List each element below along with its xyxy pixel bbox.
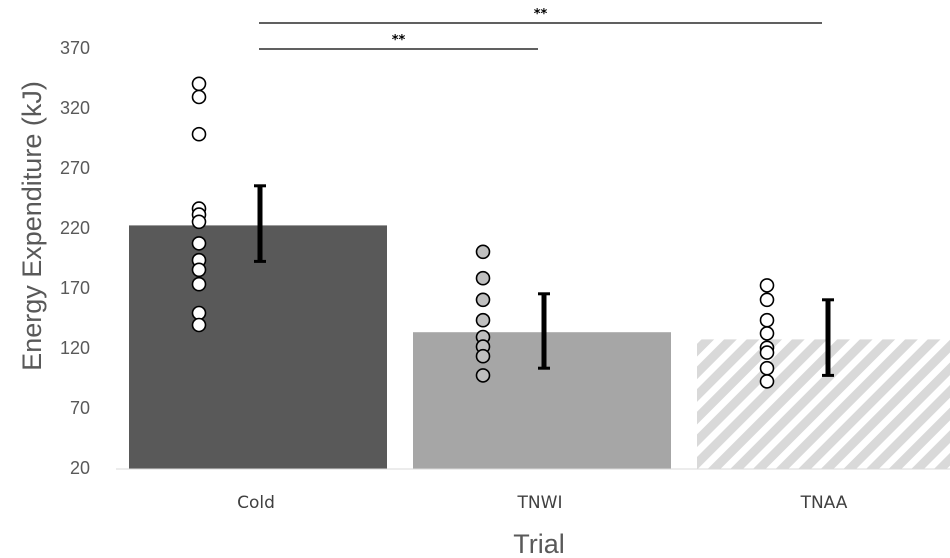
- y-tick-label: 270: [60, 158, 90, 178]
- data-point: [759, 292, 775, 308]
- data-point: [475, 368, 491, 383]
- data-point: [191, 276, 207, 292]
- x-axis-title: Trial: [513, 529, 565, 558]
- y-tick-label: 220: [60, 218, 90, 238]
- data-point: [191, 76, 207, 92]
- x-tick-label: TNWI: [517, 493, 563, 513]
- data-point: [191, 317, 207, 333]
- significance-label: **: [534, 7, 548, 22]
- error-bars-layer: [254, 184, 834, 377]
- y-tick-label: 320: [60, 98, 90, 118]
- data-point: [759, 345, 775, 360]
- data-point: [475, 292, 491, 308]
- data-point: [759, 326, 775, 341]
- data-point: [759, 374, 775, 389]
- data-point: [759, 360, 775, 376]
- data-point: [475, 312, 491, 328]
- x-tick-label: Cold: [237, 493, 275, 513]
- data-point: [191, 89, 207, 105]
- data-point: [191, 305, 207, 321]
- bar-cold: [129, 225, 387, 469]
- y-axis-title: Energy Expenditure (kJ): [17, 81, 47, 371]
- y-tick-label: 370: [60, 38, 90, 58]
- x-axis-ticks: Cold TNWI TNAA: [237, 493, 848, 513]
- bar-tnaa: [697, 339, 950, 469]
- data-point: [475, 244, 491, 260]
- significance-layer: ** **: [259, 7, 822, 50]
- y-tick-label: 70: [70, 398, 90, 418]
- data-point: [191, 214, 207, 230]
- y-tick-label: 170: [60, 278, 90, 298]
- data-point: [759, 278, 775, 293]
- data-point: [475, 348, 491, 364]
- data-point: [191, 236, 207, 251]
- data-point: [475, 270, 491, 286]
- y-axis-ticks: 20 70 120 170 220 270 320 370: [60, 38, 90, 478]
- bars-layer: [116, 225, 950, 470]
- data-point: [191, 126, 207, 142]
- y-tick-label: 120: [60, 338, 90, 358]
- data-point: [759, 312, 775, 328]
- x-tick-label: TNAA: [800, 493, 848, 513]
- y-tick-label: 20: [70, 458, 90, 478]
- data-points-layer: [191, 76, 775, 389]
- significance-label: **: [392, 33, 406, 48]
- data-point: [191, 262, 207, 278]
